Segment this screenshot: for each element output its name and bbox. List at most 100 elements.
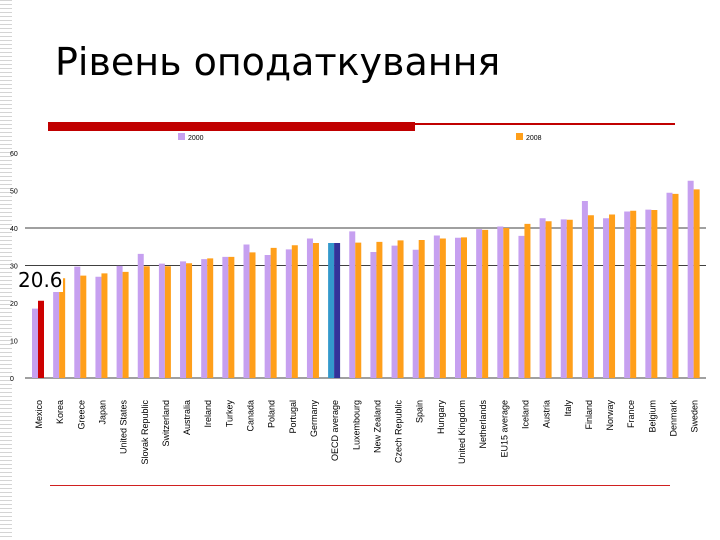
- bar-2000: [603, 218, 610, 378]
- y-tick-label: 10: [10, 339, 18, 346]
- x-tick-label: Italy: [563, 400, 573, 417]
- title-accent-bar: [48, 122, 415, 131]
- legend-label: 2000: [188, 135, 204, 142]
- bar-2000: [201, 259, 208, 378]
- x-tick-label: Japan: [97, 400, 107, 425]
- slide-canvas: [12, 0, 720, 540]
- bar-2008: [439, 238, 446, 378]
- y-tick-label: 50: [10, 189, 18, 196]
- x-tick-label: EU15 average: [499, 400, 509, 458]
- bar-2000: [349, 231, 356, 378]
- bar-2008: [291, 245, 298, 378]
- x-tick-label: Belgium: [647, 400, 657, 433]
- x-tick-label: Austria: [542, 400, 552, 428]
- x-tick-label: Denmark: [669, 400, 679, 437]
- bar-2000: [95, 276, 102, 378]
- x-tick-label: Mexico: [34, 400, 44, 429]
- bar-2008: [59, 278, 66, 378]
- bar-2008: [587, 215, 594, 378]
- x-tick-label: Luxembourg: [351, 400, 361, 450]
- bar-2008: [609, 214, 616, 378]
- x-tick-label: New Zealand: [372, 400, 382, 453]
- x-tick-label: Poland: [267, 400, 277, 428]
- bar-2000: [560, 219, 567, 378]
- slide-title: Рівень оподаткування: [55, 40, 501, 84]
- x-tick-label: Greece: [76, 400, 86, 430]
- x-tick-label: United Kingdom: [457, 400, 467, 464]
- bar-2000: [180, 261, 187, 378]
- x-tick-label: Iceland: [520, 400, 530, 429]
- x-tick-label: Germany: [309, 400, 319, 438]
- bar-2008: [249, 252, 256, 378]
- bar-2008: [164, 266, 171, 378]
- bar-2008: [207, 258, 214, 378]
- bar-2008: [418, 240, 425, 378]
- bar-2000: [74, 266, 81, 378]
- bar-2008: [630, 210, 637, 378]
- bar-2008: [693, 189, 700, 378]
- x-tick-label: Netherlands: [478, 400, 488, 449]
- bar-2008: [312, 243, 319, 378]
- bar-2000: [518, 235, 525, 378]
- bar-2008: [334, 243, 341, 378]
- bar-2008: [186, 263, 193, 378]
- bar-2000: [539, 218, 546, 378]
- bar-2008: [566, 219, 573, 378]
- x-tick-label: Slovak Republic: [140, 400, 150, 465]
- bottom-rule: [50, 485, 670, 486]
- bar-2000: [328, 243, 335, 378]
- bar-2008: [524, 223, 531, 378]
- bar-2000: [497, 226, 504, 378]
- y-tick-label: 40: [10, 226, 18, 233]
- bar-2008: [503, 228, 510, 378]
- x-tick-label: Norway: [605, 400, 615, 431]
- y-tick-label: 0: [10, 376, 14, 383]
- x-tick-label: Finland: [584, 400, 594, 430]
- bar-2000: [476, 229, 483, 378]
- bar-2008: [270, 247, 277, 378]
- bar-2000: [158, 263, 165, 378]
- x-tick-label: France: [626, 400, 636, 428]
- bar-2008: [461, 237, 467, 378]
- bar-2000: [412, 249, 419, 378]
- bar-2008: [101, 273, 108, 378]
- x-tick-label: Turkey: [224, 400, 234, 428]
- bar-2008: [355, 242, 362, 378]
- bar-2008: [122, 271, 129, 378]
- x-tick-label: Sweden: [690, 400, 700, 433]
- highlight-value-label: 20.6: [18, 268, 63, 292]
- bar-2000: [581, 201, 588, 378]
- bar-2008: [228, 256, 235, 378]
- bar-2000: [137, 253, 144, 378]
- bar-2000: [116, 265, 123, 378]
- bar-2000: [306, 238, 313, 378]
- x-tick-label: Portugal: [288, 400, 298, 434]
- y-tick-label: 20: [10, 301, 18, 308]
- bar-2000: [645, 209, 652, 378]
- x-tick-label: Switzerland: [161, 400, 171, 447]
- bar-2000: [222, 256, 229, 378]
- title-accent-line: [415, 123, 675, 125]
- x-tick-label: Ireland: [203, 400, 213, 428]
- y-tick-label: 30: [10, 264, 18, 271]
- x-tick-label: Hungary: [436, 400, 446, 435]
- y-tick-label: 60: [10, 151, 18, 158]
- bar-2008: [651, 210, 658, 378]
- bar-2008: [38, 300, 44, 378]
- x-tick-label: United States: [119, 400, 129, 455]
- bar-2000: [666, 192, 673, 378]
- bar-2000: [243, 244, 250, 378]
- x-tick-label: Korea: [55, 400, 65, 424]
- x-tick-label: OECD average: [330, 400, 340, 461]
- bar-2000: [53, 289, 60, 378]
- x-tick-label: Canada: [246, 400, 256, 432]
- bar-2000: [370, 252, 377, 378]
- bar-2008: [397, 240, 404, 378]
- bar-2000: [455, 237, 461, 378]
- bar-2008: [672, 193, 679, 378]
- bar-2008: [482, 229, 489, 378]
- bar-2008: [143, 266, 150, 378]
- bar-2000: [32, 308, 38, 378]
- legend-label: 2008: [526, 135, 542, 142]
